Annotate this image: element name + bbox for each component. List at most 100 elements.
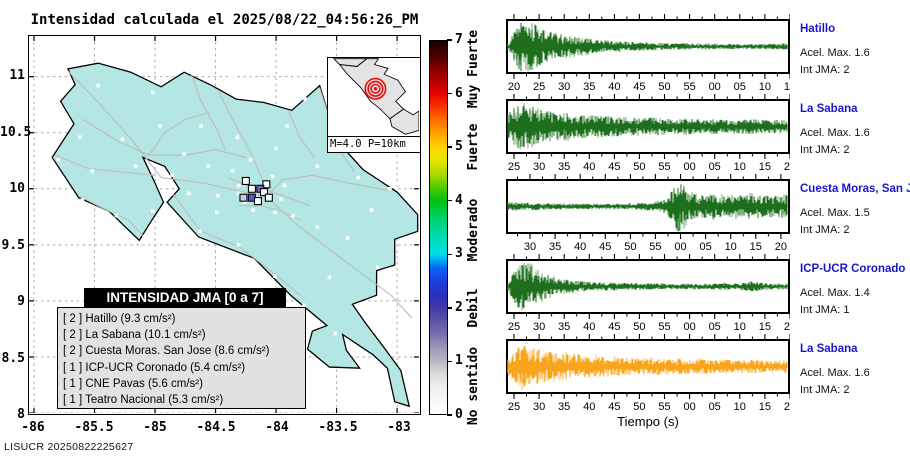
seismogram-plot: 20 25 30 35 40 [506,14,796,93]
svg-text:30: 30 [524,241,536,253]
legend-item: [ 2 ] Hatillo (9.3 cm/s²) [63,313,176,325]
colorbar-tick [447,92,452,95]
svg-text:20: 20 [784,161,790,173]
intensity-colorbar [429,40,448,415]
colorbar-category-label: Fuerte [466,123,481,171]
svg-text:55: 55 [658,161,670,173]
station-name: Cuesta Moras, San Jose [800,183,910,195]
colorbar-tick [447,414,452,416]
colorbar-tick [447,360,452,363]
magnitude-depth-caption: M=4.0 P=10km [328,136,420,152]
svg-text:40: 40 [583,321,595,333]
svg-text:10: 10 [734,401,746,413]
agency-label: LISUCR [4,441,45,453]
colorbar-tick [447,146,452,148]
station-name: Hatillo [800,23,836,35]
colorbar-tick-label: 1 [455,353,463,369]
svg-text:15: 15 [759,321,771,333]
intensity-jma: Int JMA: 2 [800,224,850,236]
svg-text:15: 15 [759,401,771,413]
svg-text:55: 55 [649,241,661,253]
intensity-jma: Int JMA: 2 [800,384,850,396]
inset-locator-map: M=4.0 P=10km [327,57,421,153]
svg-text:15: 15 [784,81,790,93]
svg-text:05: 05 [734,81,746,93]
svg-text:10: 10 [725,241,737,253]
seismogram-plot: 25 30 35 40 45 [506,94,796,173]
seismogram-plot: 25 30 35 40 45 [506,334,796,413]
svg-text:05: 05 [709,321,721,333]
svg-text:15: 15 [759,161,771,173]
colorbar-tick-label: 3 [455,246,463,262]
svg-text:50: 50 [658,81,670,93]
legend-item: [ 2 ] Cuesta Moras. San Jose (8.6 cm/s²) [63,345,270,358]
colorbar-tick-label: 6 [455,85,463,101]
lon-tick-label: -85 [143,420,167,435]
intensity-jma: Int JMA: 2 [800,144,850,156]
svg-text:00: 00 [683,321,695,333]
colorbar-category-label: Debil [466,288,481,328]
intensity-jma: Int JMA: 1 [800,304,850,316]
legend-item: [ 1 ] ICP-UCR Coronado (5.4 cm/s²) [63,361,246,374]
svg-text:00: 00 [709,81,721,93]
lon-tick-label: -86 [21,420,45,435]
svg-text:10: 10 [759,81,771,93]
legend-item: [ 2 ] La Sabana (10.1 cm/s²) [63,329,206,342]
svg-text:20: 20 [508,81,520,93]
colorbar-category-label: Muy Fuerte [466,30,481,109]
lat-tick-label: 8.5 [1,350,25,366]
svg-text:30: 30 [533,321,545,333]
svg-text:30: 30 [558,81,570,93]
svg-text:35: 35 [558,321,570,333]
colorbar-tick-label: 2 [455,299,463,315]
svg-text:20: 20 [784,321,790,333]
svg-text:25: 25 [508,321,520,333]
svg-text:15: 15 [750,241,762,253]
seismogram-plot: 25 30 35 40 45 [506,254,796,333]
svg-text:00: 00 [683,161,695,173]
svg-text:35: 35 [558,161,570,173]
waveform-panel: 25 30 35 40 45 [506,94,796,174]
colorbar-tick [447,307,452,309]
seismogram-plot: 30 35 40 45 50 [506,174,790,253]
waveform-panel: 30 35 40 45 50 [506,174,790,254]
lat-tick-label: 10.5 [0,124,32,140]
colorbar-category-label: No sentido [466,346,481,425]
waveform-panel: 20 25 30 35 40 [506,14,796,94]
inset-map-canvas [332,58,420,135]
legend-item: [ 1 ] CNE Pavas (5.6 cm/s²) [63,377,203,390]
svg-text:35: 35 [583,81,595,93]
svg-text:20: 20 [784,401,790,413]
colorbar-tick-label: 0 [455,407,463,422]
legend-station-list: [ 2 ] Hatillo (9.3 cm/s²) [ 2 ] La Sabana… [57,307,306,409]
acceleration-max: Acel. Max. 1.4 [800,287,870,299]
acceleration-max: Acel. Max. 1.6 [800,367,870,379]
page-title: Intensidad calculada el 2025/08/22_04:56… [30,12,419,28]
svg-text:45: 45 [599,241,611,253]
waveform-meta: Hatillo Acel. Max. 1.6 Int JMA: 2 [800,23,910,83]
svg-text:35: 35 [558,401,570,413]
colorbar-tick-label: 7 [455,32,463,47]
svg-text:45: 45 [608,161,620,173]
svg-text:40: 40 [583,401,595,413]
lon-tick-label: -84 [265,420,289,435]
station-name: ICP-UCR Coronado [800,263,906,275]
intensity-jma: Int JMA: 2 [800,64,850,76]
svg-text:25: 25 [508,161,520,173]
map-canvas [29,36,419,413]
waveform-meta: La Sabana Acel. Max. 1.6 Int JMA: 2 [800,343,910,403]
svg-text:05: 05 [709,401,721,413]
lon-tick-label: -83.5 [318,420,358,435]
legend-title: INTENSIDAD JMA [0 a 7] [84,288,286,308]
waveform-meta: Cuesta Moras, San Jose Acel. Max. 1.5 In… [800,183,910,243]
x-axis-title: Tiempo (s) [617,414,679,429]
svg-text:50: 50 [633,401,645,413]
svg-text:30: 30 [533,401,545,413]
lat-tick-label: 9.5 [1,237,25,253]
run-id-label: 20250822225627 [47,441,134,453]
waveform-meta: ICP-UCR Coronado Acel. Max. 1.4 Int JMA:… [800,263,910,323]
lon-tick-label: -85.5 [74,420,114,435]
svg-text:50: 50 [633,161,645,173]
svg-text:40: 40 [583,161,595,173]
colorbar-tick [447,200,452,202]
